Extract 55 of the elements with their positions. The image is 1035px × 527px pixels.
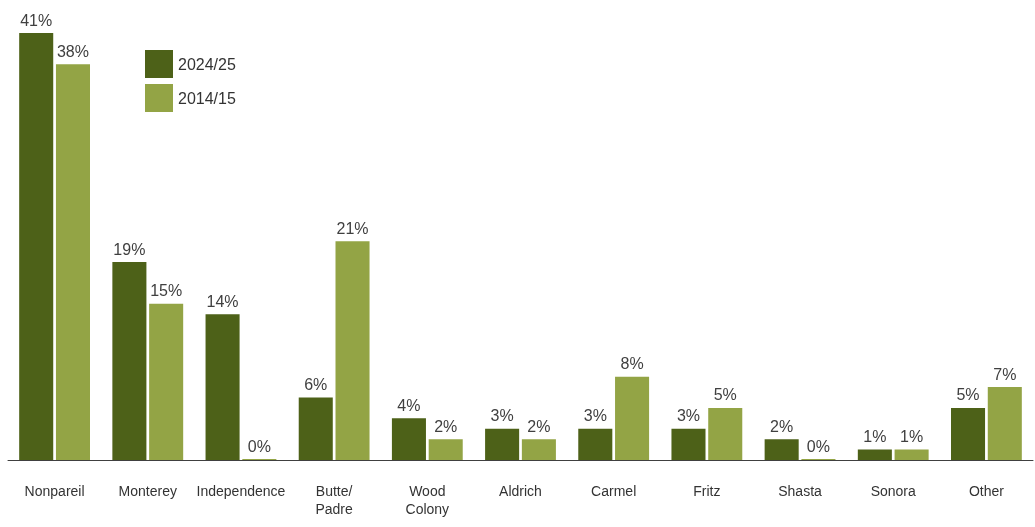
bar bbox=[764, 439, 799, 460]
bar bbox=[335, 241, 370, 460]
data-label: 14% bbox=[206, 292, 239, 310]
data-label: 21% bbox=[336, 219, 369, 237]
bar bbox=[391, 418, 426, 460]
data-label: 8% bbox=[620, 355, 644, 373]
bar bbox=[521, 439, 556, 460]
data-label: 3% bbox=[490, 407, 514, 425]
bar bbox=[578, 428, 613, 460]
x-tick-label: Butte/ Padre bbox=[315, 483, 354, 517]
data-label: 38% bbox=[56, 42, 89, 60]
bar bbox=[205, 314, 240, 460]
data-label: 2% bbox=[770, 417, 794, 435]
data-label: 2% bbox=[434, 417, 458, 435]
data-label: 7% bbox=[993, 365, 1017, 383]
data-label: 4% bbox=[397, 396, 421, 414]
bar bbox=[428, 439, 463, 460]
bar bbox=[894, 449, 929, 460]
bar bbox=[112, 262, 147, 460]
x-tick-label: Shasta bbox=[778, 483, 823, 499]
data-label: 0% bbox=[247, 437, 271, 455]
legend-label: 2024/25 bbox=[178, 55, 236, 73]
data-label: 5% bbox=[956, 386, 980, 404]
data-label: 5% bbox=[713, 386, 737, 404]
data-label: 3% bbox=[676, 407, 701, 425]
x-tick-label: Other bbox=[968, 483, 1005, 499]
data-label: 15% bbox=[150, 282, 183, 300]
data-label: 1% bbox=[900, 428, 924, 446]
legend-label: 2014/15 bbox=[178, 89, 236, 107]
bar bbox=[298, 397, 333, 460]
x-tick-label: Aldrich bbox=[499, 483, 542, 499]
data-label: 1% bbox=[863, 428, 887, 446]
x-tick-label: Carmel bbox=[591, 483, 637, 499]
bar bbox=[671, 428, 706, 460]
data-label: 41% bbox=[20, 11, 53, 29]
bar bbox=[615, 376, 650, 460]
x-tick-label: Monterey bbox=[118, 483, 177, 499]
bar bbox=[55, 64, 90, 460]
x-tick-label: Fritz bbox=[693, 483, 721, 499]
data-label: 6% bbox=[304, 376, 328, 394]
data-label: 2% bbox=[527, 417, 551, 435]
x-tick-label: Wood Colony bbox=[405, 483, 450, 517]
data-label: 0% bbox=[806, 437, 830, 455]
bar bbox=[857, 449, 892, 460]
bar bbox=[149, 303, 184, 460]
bar bbox=[19, 33, 54, 460]
data-label: 3% bbox=[583, 407, 607, 425]
x-tick-label: Sonora bbox=[870, 483, 917, 499]
x-tick-label: Independence bbox=[196, 483, 286, 499]
data-label: 19% bbox=[113, 240, 146, 258]
x-tick-label: Nonpareil bbox=[24, 483, 85, 499]
bar bbox=[987, 387, 1022, 460]
bar bbox=[485, 428, 520, 460]
bar bbox=[708, 407, 743, 460]
bar bbox=[951, 407, 986, 460]
